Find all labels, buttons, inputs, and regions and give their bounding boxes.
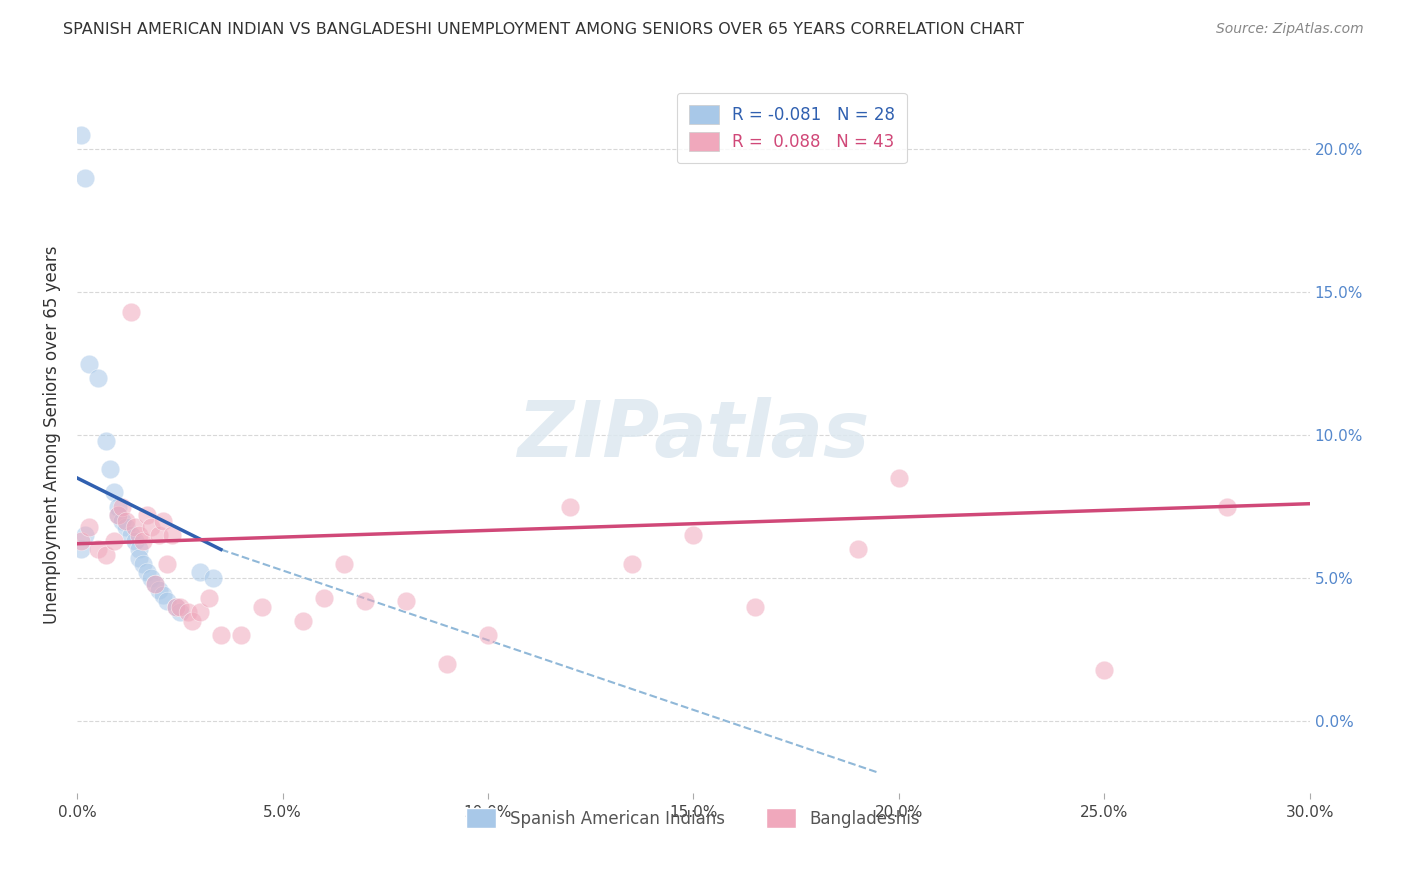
Point: [1216, 500, 1239, 514]
Point: [1092, 663, 1115, 677]
Point: [139, 571, 162, 585]
Point: [120, 528, 142, 542]
Point: [79, 357, 101, 371]
Point: [156, 557, 179, 571]
Point: [353, 594, 375, 608]
Y-axis label: Unemployment Among Seniors over 65 years: Unemployment Among Seniors over 65 years: [44, 246, 60, 624]
Point: [169, 606, 191, 620]
Point: [136, 566, 159, 580]
Point: [160, 528, 183, 542]
Point: [70, 542, 93, 557]
Point: [744, 599, 766, 614]
Point: [107, 500, 129, 514]
Point: [79, 519, 101, 533]
Point: [70, 533, 93, 548]
Point: [115, 514, 138, 528]
Point: [152, 514, 174, 528]
Point: [188, 566, 211, 580]
Point: [94, 434, 117, 448]
Point: [292, 614, 315, 628]
Point: [124, 533, 146, 548]
Point: [75, 528, 97, 542]
Point: [436, 657, 458, 671]
Point: [177, 606, 200, 620]
Point: [477, 628, 499, 642]
Point: [231, 628, 253, 642]
Point: [165, 599, 187, 614]
Point: [250, 599, 273, 614]
Point: [132, 557, 155, 571]
Point: [333, 557, 356, 571]
Point: [103, 533, 125, 548]
Text: Source: ZipAtlas.com: Source: ZipAtlas.com: [1216, 22, 1364, 37]
Point: [103, 485, 125, 500]
Point: [94, 548, 117, 562]
Point: [128, 528, 150, 542]
Point: [188, 606, 211, 620]
Point: [558, 500, 581, 514]
Point: [120, 305, 142, 319]
Point: [181, 614, 204, 628]
Point: [887, 471, 910, 485]
Point: [86, 371, 108, 385]
Point: [148, 582, 170, 597]
Point: [148, 528, 170, 542]
Point: [115, 519, 138, 533]
Point: [201, 571, 224, 585]
Point: [111, 500, 134, 514]
Point: [156, 594, 179, 608]
Point: [165, 599, 187, 614]
Point: [111, 514, 134, 528]
Point: [169, 599, 191, 614]
Text: ZIPatlas: ZIPatlas: [517, 397, 869, 473]
Point: [139, 519, 162, 533]
Point: [124, 519, 146, 533]
Point: [209, 628, 232, 642]
Point: [846, 542, 869, 557]
Point: [86, 542, 108, 557]
Point: [98, 462, 121, 476]
Point: [75, 170, 97, 185]
Point: [395, 594, 418, 608]
Point: [107, 508, 129, 523]
Point: [152, 588, 174, 602]
Text: SPANISH AMERICAN INDIAN VS BANGLADESHI UNEMPLOYMENT AMONG SENIORS OVER 65 YEARS : SPANISH AMERICAN INDIAN VS BANGLADESHI U…: [63, 22, 1024, 37]
Point: [70, 128, 93, 142]
Point: [143, 576, 166, 591]
Point: [132, 533, 155, 548]
Point: [143, 576, 166, 591]
Point: [197, 591, 219, 606]
Point: [136, 508, 159, 523]
Point: [128, 542, 150, 557]
Legend: Spanish American Indians, Bangladeshis: Spanish American Indians, Bangladeshis: [460, 802, 927, 834]
Point: [312, 591, 335, 606]
Point: [128, 551, 150, 566]
Point: [107, 508, 129, 523]
Point: [620, 557, 643, 571]
Point: [682, 528, 704, 542]
